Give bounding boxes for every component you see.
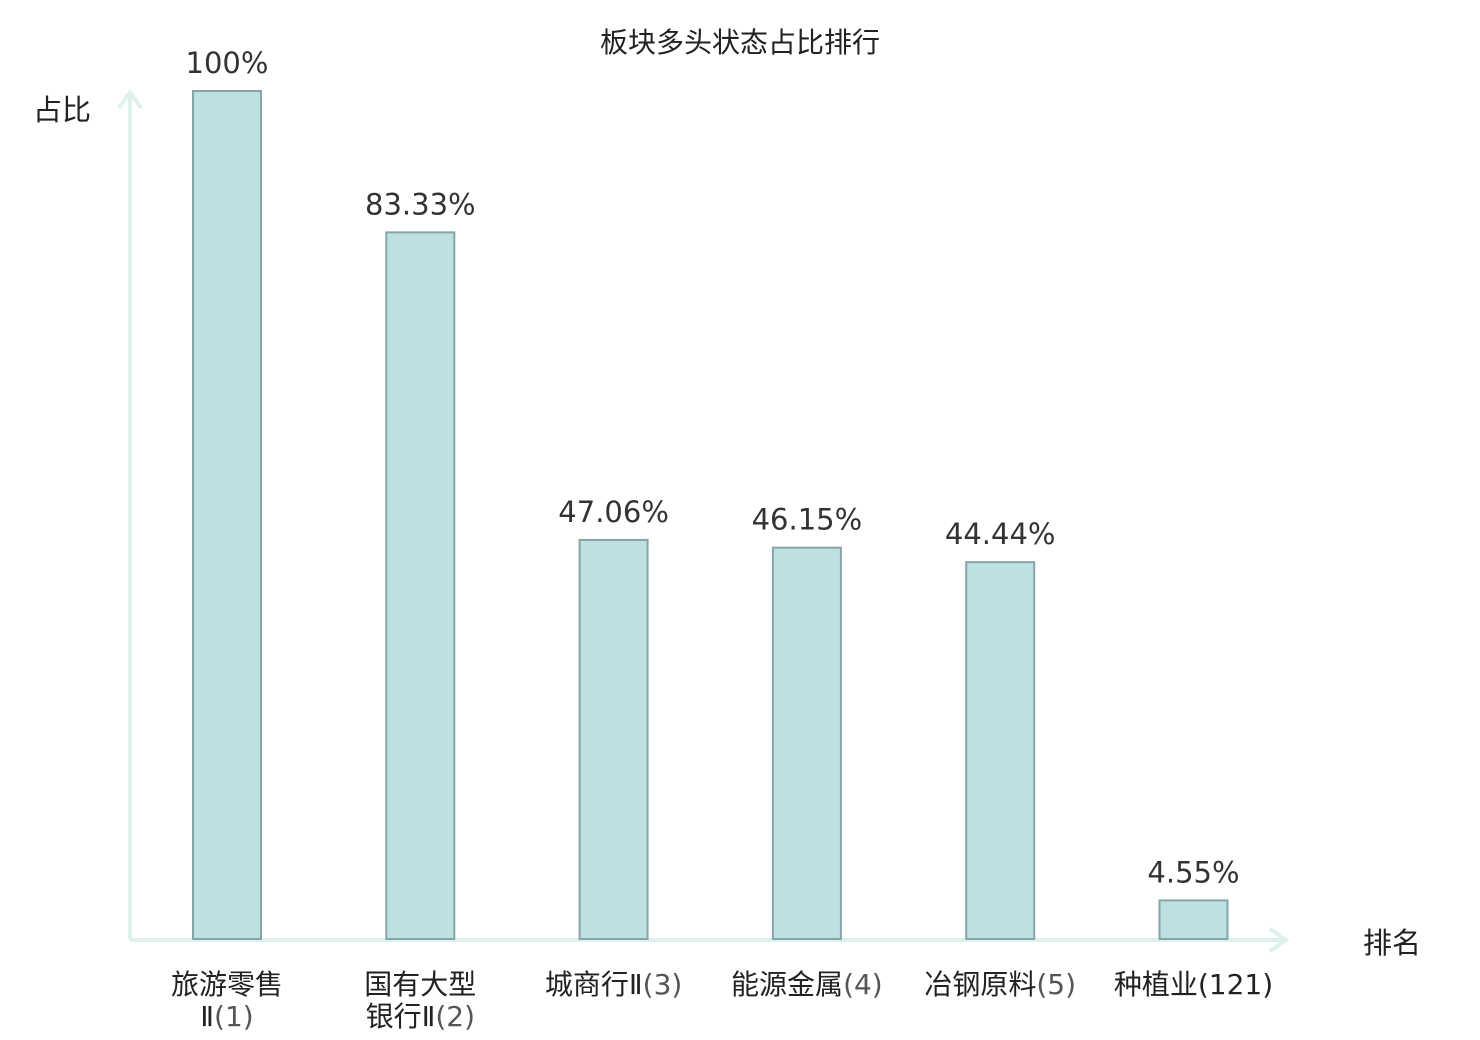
bar-2 bbox=[385, 231, 456, 941]
data-label-3: 47.06% bbox=[558, 495, 669, 529]
category-rank: (3) bbox=[643, 968, 683, 1001]
category-labels-group: 旅游零售 Ⅱ(1) 国有大型银行Ⅱ(2) 城商行Ⅱ(3) 能源金属(4) 冶钢原料(5) 种… bbox=[171, 968, 1273, 1033]
category-label-6: 种植业(121) bbox=[1114, 968, 1273, 1001]
category-label-5: 冶钢原料(5) bbox=[924, 968, 1076, 1001]
chart-title: 板块多头状态占比排行 bbox=[600, 26, 880, 59]
bar-3 bbox=[578, 538, 649, 940]
value-labels-group: 100% 83.33% 47.06% 46.15% 44.44% 4.55% bbox=[186, 46, 1240, 889]
category-rank: (121) bbox=[1198, 968, 1273, 1001]
category-name-line: Ⅱ bbox=[200, 1000, 214, 1033]
category-name-line: 城商行Ⅱ bbox=[545, 968, 643, 1001]
category-label-2: 国有大型银行Ⅱ(2) bbox=[364, 968, 476, 1033]
category-name-line: 冶钢原料 bbox=[924, 968, 1036, 1001]
x-axis-label: 排名 bbox=[1363, 926, 1421, 960]
data-label-1: 100% bbox=[186, 46, 269, 80]
category-name-line: 银行Ⅱ bbox=[366, 1000, 436, 1033]
y-axis-arrow bbox=[117, 88, 143, 110]
bar-6 bbox=[1158, 899, 1229, 941]
category-label-3: 城商行Ⅱ(3) bbox=[545, 968, 682, 1001]
x-axis-arrow bbox=[1268, 927, 1290, 953]
category-rank: (5) bbox=[1036, 968, 1076, 1001]
y-axis-label: 占比 bbox=[33, 93, 91, 127]
data-label-4: 46.15% bbox=[752, 503, 863, 537]
data-label-6: 4.55% bbox=[1147, 855, 1239, 889]
bar-4 bbox=[771, 546, 842, 940]
category-label-1: 旅游零售 Ⅱ(1) bbox=[171, 968, 283, 1033]
data-label-2: 83.33% bbox=[365, 187, 476, 221]
category-name-line: 能源金属 bbox=[731, 968, 843, 1001]
category-label-4: 能源金属(4) bbox=[731, 968, 883, 1001]
data-label-5: 44.44% bbox=[945, 517, 1056, 551]
category-rank: (2) bbox=[435, 1000, 475, 1033]
category-rank: (4) bbox=[843, 968, 883, 1001]
category-name-line: 旅游零售 bbox=[171, 968, 283, 1001]
category-rank: (1) bbox=[214, 1000, 254, 1033]
bar-1 bbox=[192, 90, 262, 940]
category-name-line: 种植业 bbox=[1114, 968, 1198, 1001]
bar-5 bbox=[965, 561, 1036, 940]
bars-group bbox=[192, 90, 1229, 941]
category-name-line: 国有大型 bbox=[364, 968, 476, 1001]
